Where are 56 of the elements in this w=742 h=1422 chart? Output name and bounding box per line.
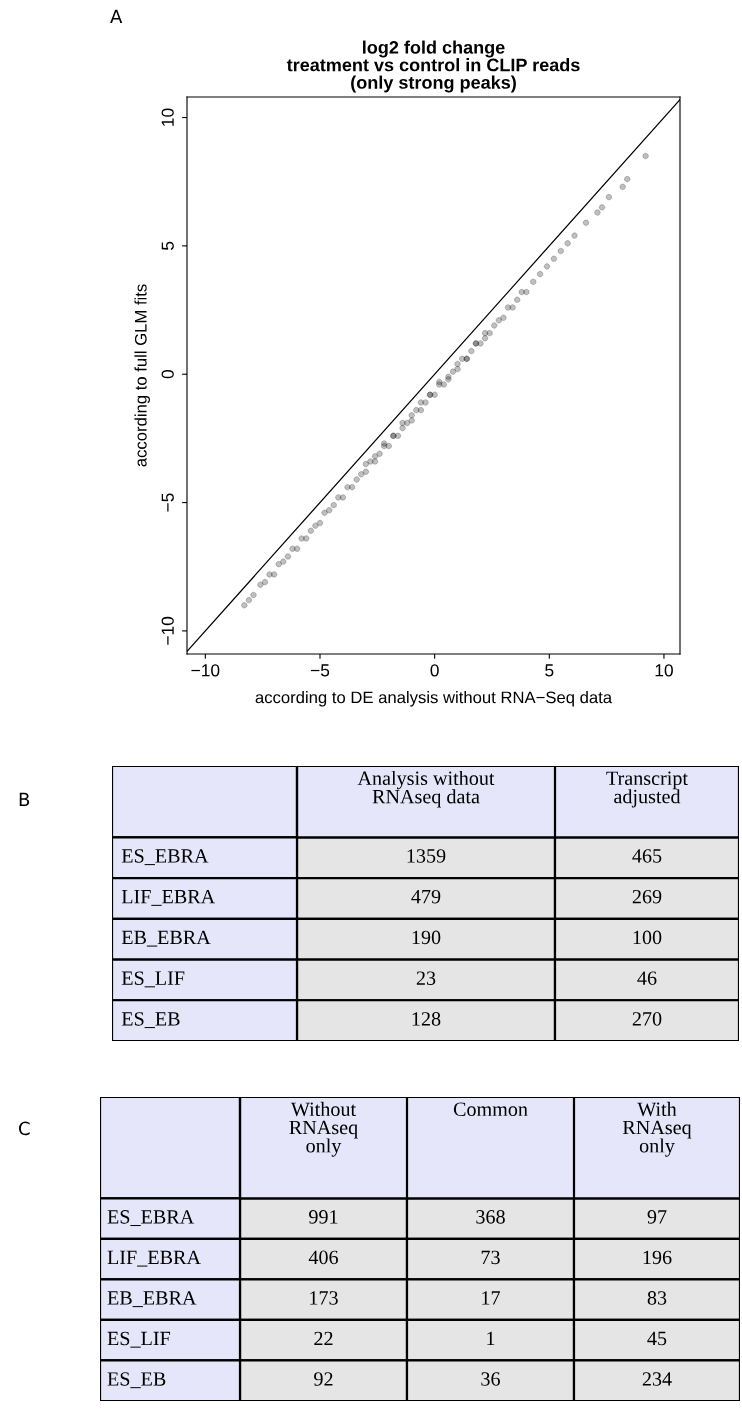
x-tick-label: 10 xyxy=(655,664,673,677)
x-tick-label: 5 xyxy=(545,664,554,677)
y-tick-label: ES_EBRA xyxy=(107,1210,195,1227)
text: B xyxy=(19,792,30,806)
y-tick-label: ES_LIF xyxy=(107,1331,171,1348)
text: A xyxy=(110,9,123,23)
data-label: 991 xyxy=(309,1210,338,1224)
y-tick-label: 5 xyxy=(161,241,174,251)
x-tick-label: −10 xyxy=(191,664,220,677)
y-tick-label: EB_EBRA xyxy=(121,930,211,947)
data-label: 128 xyxy=(412,1012,441,1026)
x-tick-label: Common xyxy=(453,1102,528,1117)
data-label: 465 xyxy=(632,849,662,863)
x-tick-label: With RNAseq only xyxy=(622,1101,692,1157)
data-label: 100 xyxy=(633,930,662,945)
y-tick-label: LIF_EBRA xyxy=(107,1250,201,1267)
y-tick-label: LIF_EBRA xyxy=(121,889,216,906)
y-tick-label: −5 xyxy=(161,493,174,512)
data-label: 1 xyxy=(487,1331,495,1346)
data-label: 97 xyxy=(647,1210,667,1224)
text: C xyxy=(19,1121,30,1136)
x-axis-title: according to DE analysis without RNA−Seq data xyxy=(255,691,613,707)
data-label: 406 xyxy=(308,1250,338,1265)
y-tick-label: ES_EBRA xyxy=(121,849,209,866)
data-label: 196 xyxy=(643,1250,672,1265)
chart-title: log2 fold change treatment vs control in CLIP reads (only strong peaks) xyxy=(286,40,580,93)
data-label: 368 xyxy=(476,1210,505,1224)
data-label: 22 xyxy=(314,1331,333,1346)
data-label: 92 xyxy=(314,1372,333,1386)
y-tick-label: −10 xyxy=(161,616,174,645)
data-label: 1359 xyxy=(407,849,446,863)
data-label: 36 xyxy=(481,1372,500,1386)
data-label: 73 xyxy=(481,1250,500,1265)
y-tick-label: ES_EB xyxy=(121,1012,180,1029)
data-label: 45 xyxy=(647,1331,667,1346)
data-label: 83 xyxy=(647,1291,667,1305)
data-label: 234 xyxy=(642,1372,672,1386)
y-axis-title: according to full GLM fits xyxy=(134,284,150,467)
data-label: 173 xyxy=(310,1291,338,1305)
data-label: 479 xyxy=(411,889,441,904)
x-tick-label: Without RNAseq only xyxy=(289,1101,358,1157)
x-tick-label: Analysis without RNAseq data xyxy=(357,770,495,808)
data-label: 190 xyxy=(412,930,441,945)
x-tick-label: Transcript adjusted xyxy=(606,771,688,808)
data-label: 17 xyxy=(482,1291,500,1305)
y-tick-label: 0 xyxy=(161,370,174,379)
y-tick-label: EB_EBRA xyxy=(107,1291,197,1308)
data-label: 269 xyxy=(632,889,662,904)
y-tick-label: ES_EB xyxy=(107,1372,166,1389)
y-tick-label: ES_LIF xyxy=(121,971,185,988)
data-label: 270 xyxy=(632,1012,662,1026)
data-label: 46 xyxy=(637,971,657,985)
y-tick-label: 10 xyxy=(161,108,174,126)
data-label: 23 xyxy=(416,971,436,985)
x-tick-label: 0 xyxy=(430,664,439,677)
x-tick-label: −5 xyxy=(310,664,330,677)
